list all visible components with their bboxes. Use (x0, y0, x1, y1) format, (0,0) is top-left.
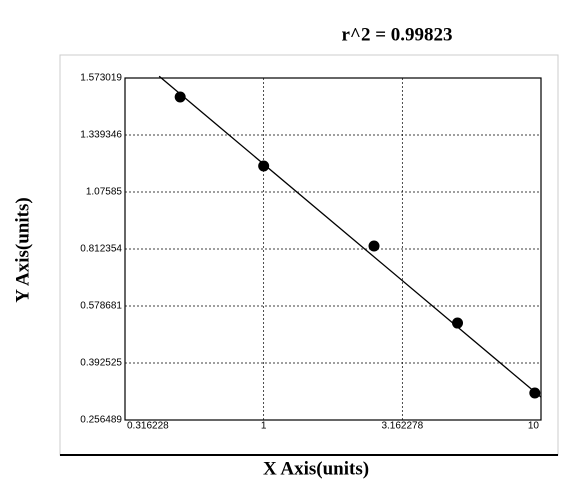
data-point (452, 317, 464, 329)
x-tick-label: 3.162278 (381, 421, 423, 432)
y-tick-label: 0.256489 (80, 415, 122, 426)
y-tick-label: 0.812354 (80, 244, 122, 255)
data-point (174, 91, 186, 103)
data-point (258, 160, 270, 172)
x-tick-label: 10 (528, 421, 540, 432)
chart-title: r^2 = 0.99823 (341, 24, 452, 45)
plot-frame (124, 77, 542, 421)
x-tick-label: 1 (261, 421, 267, 432)
data-point (529, 387, 541, 399)
fit-line (158, 75, 542, 398)
y-tick-label: 1.573019 (80, 73, 122, 84)
x-axis-label: X Axis(units) (263, 458, 369, 479)
x-tick-label: 0.316228 (127, 421, 169, 432)
outer-frame (59, 54, 559, 456)
y-axis-label: Y Axis(units) (12, 197, 33, 302)
y-tick-label: 1.07585 (86, 187, 123, 198)
data-point (368, 240, 380, 252)
y-tick-label: 1.339346 (80, 130, 122, 141)
y-tick-label: 0.578681 (80, 301, 122, 312)
y-tick-label: 0.392525 (80, 358, 122, 369)
